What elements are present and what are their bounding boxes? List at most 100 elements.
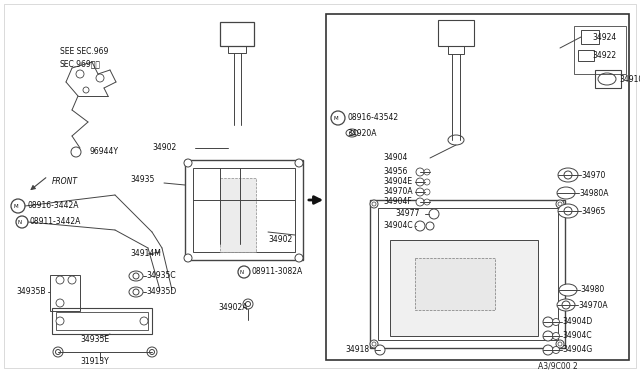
Circle shape (562, 301, 570, 309)
Circle shape (556, 200, 564, 208)
Bar (56, 312, 148, 330)
Circle shape (558, 202, 562, 206)
Circle shape (564, 171, 572, 179)
Circle shape (415, 221, 425, 231)
Circle shape (11, 199, 25, 213)
Text: 34977: 34977 (395, 209, 419, 218)
Circle shape (56, 350, 61, 355)
Text: 34904C: 34904C (562, 331, 591, 340)
Circle shape (238, 266, 250, 278)
Circle shape (372, 202, 376, 206)
Text: 34956: 34956 (383, 167, 408, 176)
Circle shape (295, 254, 303, 262)
Circle shape (56, 299, 64, 307)
Text: 08916-3442A: 08916-3442A (28, 202, 79, 211)
Bar (448, 46, 464, 54)
Circle shape (133, 273, 139, 279)
Text: 08916-43542: 08916-43542 (347, 113, 398, 122)
Bar (326, 14, 629, 360)
Circle shape (370, 200, 378, 208)
Text: 34918: 34918 (345, 346, 369, 355)
Circle shape (416, 188, 424, 196)
Text: 34902: 34902 (152, 144, 176, 153)
Text: 34935E: 34935E (80, 336, 109, 344)
Circle shape (416, 178, 424, 186)
Circle shape (424, 199, 430, 205)
Text: 34965: 34965 (581, 206, 605, 215)
Bar (438, 20, 474, 46)
Bar (595, 70, 621, 88)
Circle shape (83, 87, 89, 93)
Circle shape (543, 345, 553, 355)
Bar (378, 208, 558, 340)
Ellipse shape (598, 73, 616, 85)
Circle shape (147, 347, 157, 357)
Circle shape (543, 331, 553, 341)
Circle shape (295, 159, 303, 167)
Circle shape (416, 168, 424, 176)
Circle shape (424, 169, 430, 175)
Text: 34904D: 34904D (562, 317, 592, 327)
Text: 34970A: 34970A (383, 187, 413, 196)
Text: 34910: 34910 (619, 74, 640, 83)
Text: N: N (18, 219, 22, 224)
Circle shape (556, 340, 564, 348)
Circle shape (76, 70, 84, 78)
Bar (220, 178, 256, 252)
Text: M: M (13, 203, 19, 208)
Ellipse shape (557, 187, 575, 199)
Circle shape (96, 74, 104, 82)
Bar (390, 240, 538, 336)
Bar (578, 50, 594, 61)
Ellipse shape (558, 204, 578, 218)
Circle shape (564, 207, 572, 215)
Text: 34904C: 34904C (383, 221, 413, 231)
Text: 34902: 34902 (268, 235, 292, 244)
Text: 34935D: 34935D (146, 288, 176, 296)
Text: 08911-3442A: 08911-3442A (30, 218, 81, 227)
Text: 08911-3082A: 08911-3082A (252, 267, 303, 276)
Circle shape (71, 147, 81, 157)
Text: 34920A: 34920A (347, 128, 376, 138)
Text: 34922: 34922 (592, 51, 616, 61)
Ellipse shape (129, 271, 143, 281)
Circle shape (140, 317, 148, 325)
Bar (220, 22, 254, 46)
Bar (228, 46, 246, 53)
Text: 34904: 34904 (383, 154, 408, 163)
Text: 34904E: 34904E (383, 177, 412, 186)
Text: 34904F: 34904F (383, 198, 412, 206)
Text: 34935: 34935 (130, 176, 154, 185)
Circle shape (558, 342, 562, 346)
Bar (185, 160, 303, 260)
Bar (415, 258, 495, 310)
Text: FRONT: FRONT (52, 177, 78, 186)
Circle shape (246, 301, 250, 307)
Text: N: N (240, 269, 244, 275)
Circle shape (68, 276, 76, 284)
Circle shape (424, 189, 430, 195)
Bar (50, 275, 80, 311)
Circle shape (56, 317, 64, 325)
Circle shape (424, 179, 430, 185)
Text: 96944Y: 96944Y (90, 148, 119, 157)
Circle shape (16, 216, 28, 228)
Circle shape (349, 131, 355, 135)
Circle shape (243, 299, 253, 309)
Circle shape (150, 350, 154, 355)
Ellipse shape (559, 284, 577, 296)
Ellipse shape (558, 168, 578, 182)
Text: SEC.969参照: SEC.969参照 (60, 60, 101, 68)
Circle shape (429, 209, 439, 219)
Text: 34935B: 34935B (16, 288, 45, 296)
Circle shape (552, 318, 559, 326)
Text: M: M (333, 115, 339, 121)
Text: 34904G: 34904G (562, 346, 592, 355)
Circle shape (331, 111, 345, 125)
Text: 34935C: 34935C (146, 272, 175, 280)
Ellipse shape (448, 135, 464, 145)
Text: 34980: 34980 (580, 285, 604, 295)
Bar (52, 308, 152, 334)
Bar (193, 168, 295, 252)
Circle shape (416, 198, 424, 206)
